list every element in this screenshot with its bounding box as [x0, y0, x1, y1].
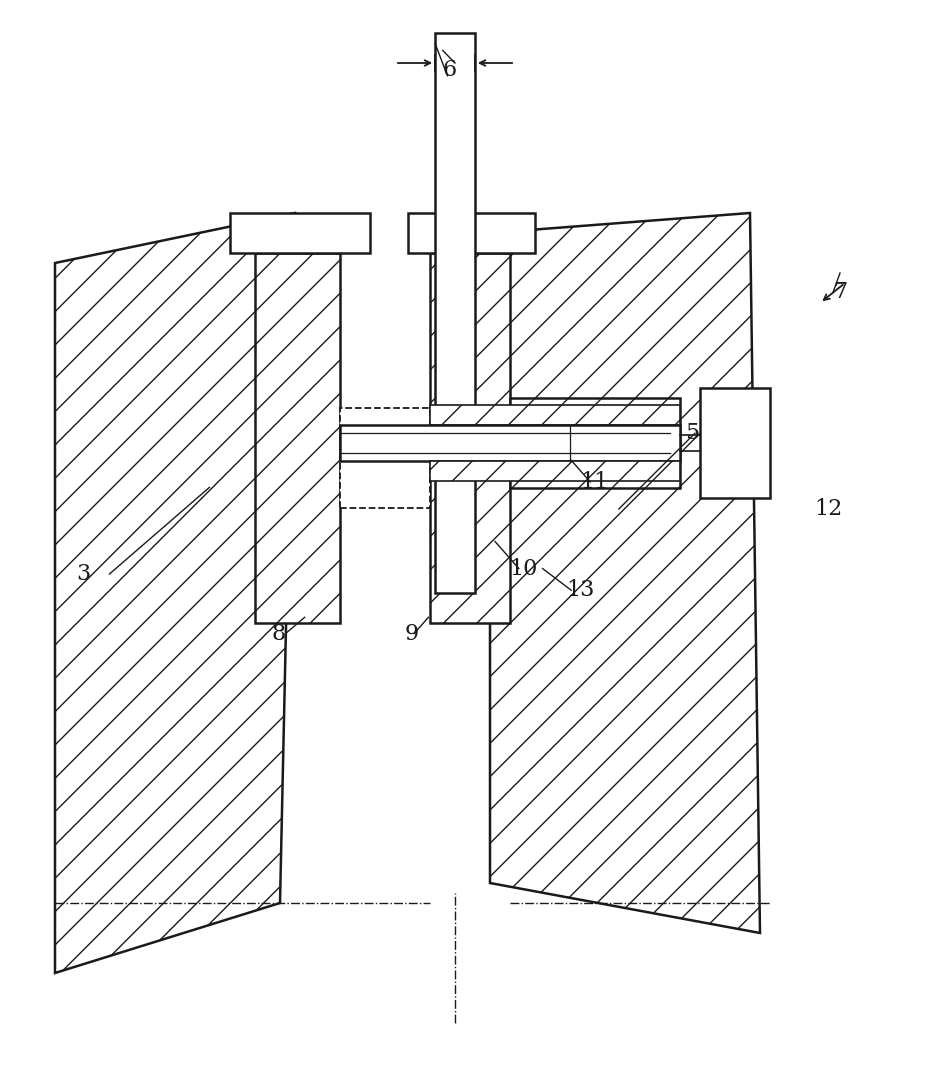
Text: 13: 13 [566, 579, 595, 601]
Polygon shape [430, 461, 680, 481]
Polygon shape [490, 213, 760, 932]
Polygon shape [255, 253, 340, 623]
Text: 5: 5 [685, 422, 700, 444]
Text: 3: 3 [76, 563, 90, 585]
Bar [340, 408, 430, 508]
Polygon shape [435, 32, 475, 593]
Text: 11: 11 [581, 471, 609, 493]
Text: 10: 10 [509, 558, 538, 579]
Polygon shape [510, 397, 680, 488]
Polygon shape [408, 213, 535, 253]
Polygon shape [700, 388, 770, 498]
Text: 7: 7 [833, 282, 847, 303]
Text: 9: 9 [405, 623, 419, 644]
Polygon shape [230, 213, 370, 253]
Text: 6: 6 [443, 60, 457, 81]
Polygon shape [340, 425, 680, 461]
Polygon shape [430, 253, 510, 623]
Text: 8: 8 [271, 623, 286, 644]
Text: 12: 12 [814, 498, 843, 520]
Polygon shape [55, 213, 295, 973]
Polygon shape [430, 405, 680, 425]
